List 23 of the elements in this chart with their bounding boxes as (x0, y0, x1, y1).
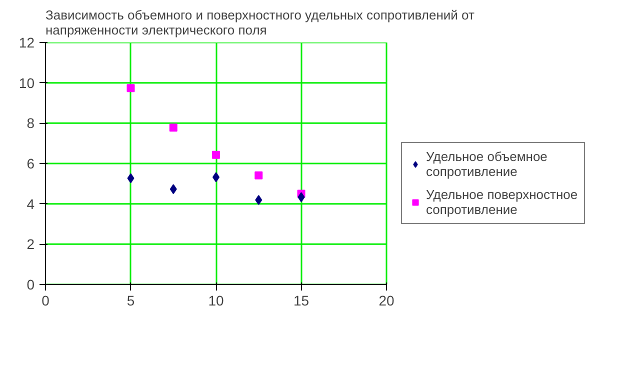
y-tick-label: 12 (18, 34, 35, 50)
point (169, 124, 178, 132)
point (127, 173, 134, 184)
x-tick-label: 5 (126, 292, 135, 308)
y-tick-label: 6 (26, 156, 35, 172)
y-tick-label: 2 (26, 236, 35, 252)
point (126, 84, 135, 92)
x-tick-label: 15 (293, 292, 310, 308)
y-tick-label: 10 (18, 74, 35, 91)
y-tick-label: 0 (26, 276, 35, 292)
chart-title: Зависимость объемного и поверхностного удельных сопротивлений от напряженности электрического поля (46, 8, 474, 38)
point (254, 171, 263, 180)
y-tick-label: 4 (26, 196, 35, 212)
x-tick-label: 0 (42, 292, 50, 308)
point (212, 150, 220, 159)
y-tick-label: 8 (26, 115, 35, 132)
point (170, 184, 177, 194)
point (255, 195, 262, 205)
x-tick-label: 20 (378, 292, 394, 308)
point (298, 192, 305, 202)
x-tick-label: 10 (208, 292, 224, 308)
legend-label: Удельное поверхностное сопротивление (426, 187, 578, 217)
legend-label: Удельное объемное сопротивление (426, 149, 548, 179)
